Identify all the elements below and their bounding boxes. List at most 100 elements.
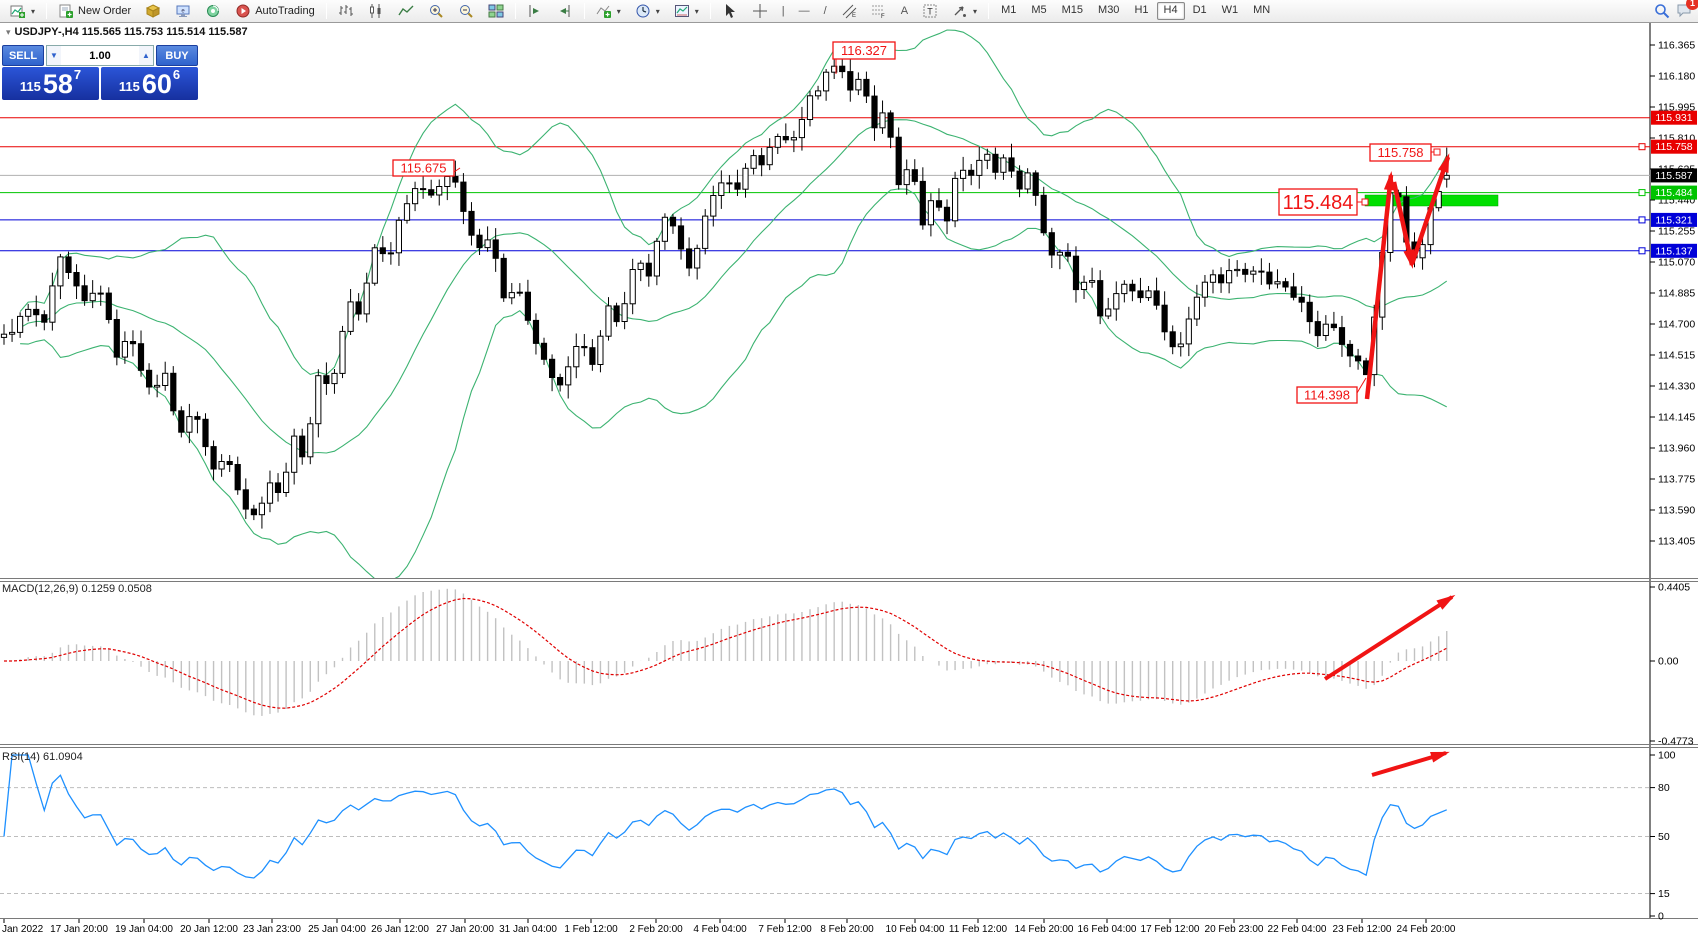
vline-tool-button[interactable]: | [781,5,785,17]
tile-windows-button[interactable] [482,1,510,21]
chat-button[interactable]: 1 [1676,0,1698,21]
price-annotation-114.398[interactable]: 114.398 [1296,377,1367,404]
candle-chart-icon [369,4,381,18]
new-order-button[interactable]: New Order [52,1,137,21]
red-arrow-line[interactable] [1409,156,1451,265]
chart-shift-button[interactable] [551,1,579,21]
annotation-leader [453,167,461,173]
hline-anchor-square[interactable] [1638,143,1646,151]
crosshair-tool-button[interactable] [746,1,774,21]
candle-body [669,216,677,227]
red-arrow-line[interactable] [1323,595,1454,681]
oneclick-collapse-icon[interactable]: ▾ [6,26,11,37]
time-axis[interactable]: Jan 2022 17 Jan 20:00 19 Jan 04:00 20 Jan 1… [2,919,1456,935]
candle-body [750,155,757,169]
red-arrow-line[interactable] [1364,174,1394,400]
autotrading-button[interactable]: AutoTrading [229,1,321,21]
hline-tool-button[interactable]: — [798,5,810,17]
periods-button[interactable]: ▾ [629,1,666,21]
fibonacci-tool-button[interactable]: F [865,1,893,21]
candle-body [17,315,24,333]
horizontal-level-lines[interactable] [0,117,1650,252]
price-annotation-115.484[interactable]: 115.484 [1278,188,1369,216]
text-tool-button[interactable]: A [900,5,909,17]
rsi-arrow-annotation[interactable] [1371,751,1450,777]
price-annotation-116.327[interactable]: 116.327 [832,41,896,74]
metaeditor-button[interactable]: e [169,1,197,21]
candle-body [968,169,975,176]
tf-button-H4[interactable]: H4 [1156,2,1185,20]
macd-arrow-annotation[interactable] [1323,594,1456,681]
tf-button-M1[interactable]: M1 [1001,4,1017,16]
search-icon[interactable] [1654,3,1670,19]
axis-price-box-label: 115.137 [1655,245,1692,257]
zoom-in-button[interactable] [422,1,450,21]
candle-body [960,169,967,179]
volume-spinner: ▼ ▲ [46,45,154,66]
svg-text:F: F [881,14,885,19]
arrows-tool-button[interactable]: ▾ [946,1,983,21]
signals-button[interactable] [199,1,227,21]
hline-anchor-square[interactable] [1638,216,1646,224]
price-tick-label: 115.070 [1658,257,1695,269]
price-annotation-115.675[interactable]: 115.675 [392,159,461,177]
candle-body [1298,296,1305,303]
hline-anchor-square[interactable] [1638,247,1646,255]
price-tick-label: 113.405 [1658,536,1695,548]
sell-button[interactable]: SELL [2,45,44,66]
price-annotation-115.758[interactable]: 115.758 [1369,143,1441,162]
volume-increase-button[interactable]: ▲ [139,46,153,65]
pane-separator[interactable] [0,581,1698,582]
volume-decrease-button[interactable]: ▼ [47,46,61,65]
tf-button-MN[interactable]: MN [1253,4,1271,16]
candle-body [798,119,805,139]
candle-chart-button[interactable] [362,1,390,21]
bid-price-panel[interactable]: 115 58 7 [2,67,99,100]
pane-separator[interactable] [0,747,1698,748]
svg-text:E: E [852,13,856,19]
bar-chart-button[interactable] [332,1,360,21]
time-tick-label: 23 Jan 23:00 [243,924,301,935]
line-chart-button[interactable] [392,1,420,21]
channel-tool-button[interactable]: E [835,1,863,21]
candle-body [734,182,741,190]
pane-separator[interactable] [0,578,1698,579]
hline-anchor-square[interactable] [1638,189,1646,197]
trade-idea-arrows[interactable] [1364,153,1451,400]
candle-body [1080,281,1088,290]
label-tool-button[interactable]: T [916,1,944,21]
pane-separator[interactable] [0,744,1698,745]
trendline-tool-button[interactable]: / [823,5,827,17]
indicators-button[interactable]: ▾ [590,1,627,21]
periods-clock-icon [636,4,650,18]
ask-prefix: 115 [118,79,140,94]
market-icon [146,4,161,18]
market-button[interactable] [139,1,167,21]
ask-price-panel[interactable]: 115 60 6 [101,67,198,100]
templates-button[interactable]: ▾ [668,1,705,21]
candle-body [363,282,370,315]
volume-input[interactable] [61,46,139,65]
candle-body [766,146,773,166]
candle-body [621,303,628,323]
buy-button[interactable]: BUY [156,45,198,66]
autoscroll-button[interactable] [521,1,549,21]
time-tick-label: 16 Feb 04:00 [1078,924,1137,935]
tf-button-M5[interactable]: M5 [1031,4,1047,16]
tf-button-M15[interactable]: M15 [1061,4,1084,16]
zoom-out-button[interactable] [452,1,480,21]
macd-signal-line [4,597,1448,709]
macd-label: MACD(12,26,9) 0.1259 0.0508 [2,583,152,595]
tf-button-D1[interactable]: D1 [1192,4,1207,16]
tf-button-H1[interactable]: H1 [1134,4,1149,16]
rsi-indicator [3,754,1447,879]
new-chart-button[interactable]: ▾ [4,1,41,21]
tf-button-W1[interactable]: W1 [1221,4,1239,16]
candle-body [758,155,765,166]
candle-body [540,342,548,360]
annotation-text: 116.327 [841,43,887,58]
cursor-tool-button[interactable] [716,1,744,21]
tf-button-M30[interactable]: M30 [1098,4,1120,16]
annotation-anchor-square [1361,198,1369,206]
